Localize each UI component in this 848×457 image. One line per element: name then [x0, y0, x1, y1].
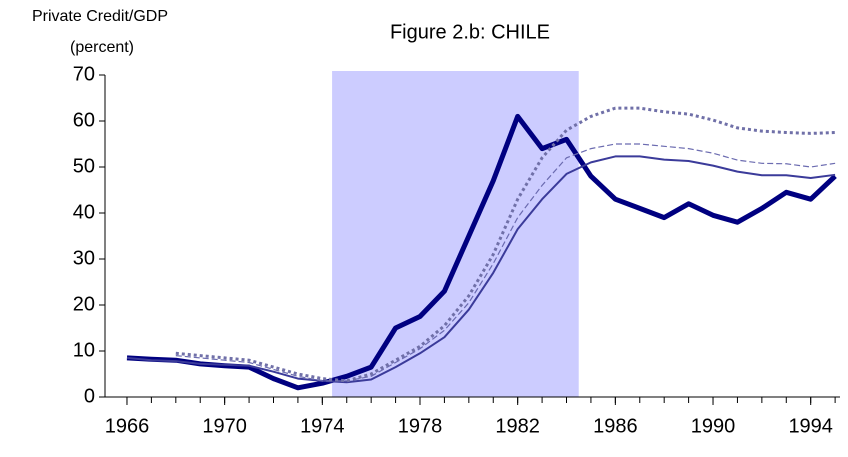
x-tick-label: 1966 — [105, 415, 150, 437]
x-tick-label: 1994 — [788, 415, 833, 437]
x-tick-label: 1982 — [495, 415, 540, 437]
series-line — [175, 143, 836, 382]
y-tick-label: 40 — [73, 201, 95, 223]
y-axis-label: Private Credit/GDP — [32, 8, 168, 25]
series-line — [126, 113, 837, 391]
series-line — [126, 155, 836, 384]
series-line — [175, 106, 836, 383]
chart-title: Figure 2.b: CHILE — [390, 21, 550, 43]
y-tick-label: 10 — [73, 339, 95, 361]
y-tick-label: 20 — [73, 293, 95, 315]
shaded-period — [332, 71, 579, 397]
y-tick-label: 60 — [73, 109, 95, 131]
x-tick-label: 1986 — [593, 415, 638, 437]
x-tick-label: 1978 — [398, 415, 443, 437]
y-axis-label: (percent) — [70, 39, 134, 56]
y-tick-label: 30 — [73, 247, 95, 269]
x-tick-label: 1974 — [300, 415, 345, 437]
y-tick-label: 50 — [73, 155, 95, 177]
x-tick-label: 1990 — [691, 415, 736, 437]
y-tick-label: 70 — [73, 63, 95, 85]
x-tick-label: 1970 — [202, 415, 247, 437]
y-tick-label: 0 — [84, 385, 95, 407]
